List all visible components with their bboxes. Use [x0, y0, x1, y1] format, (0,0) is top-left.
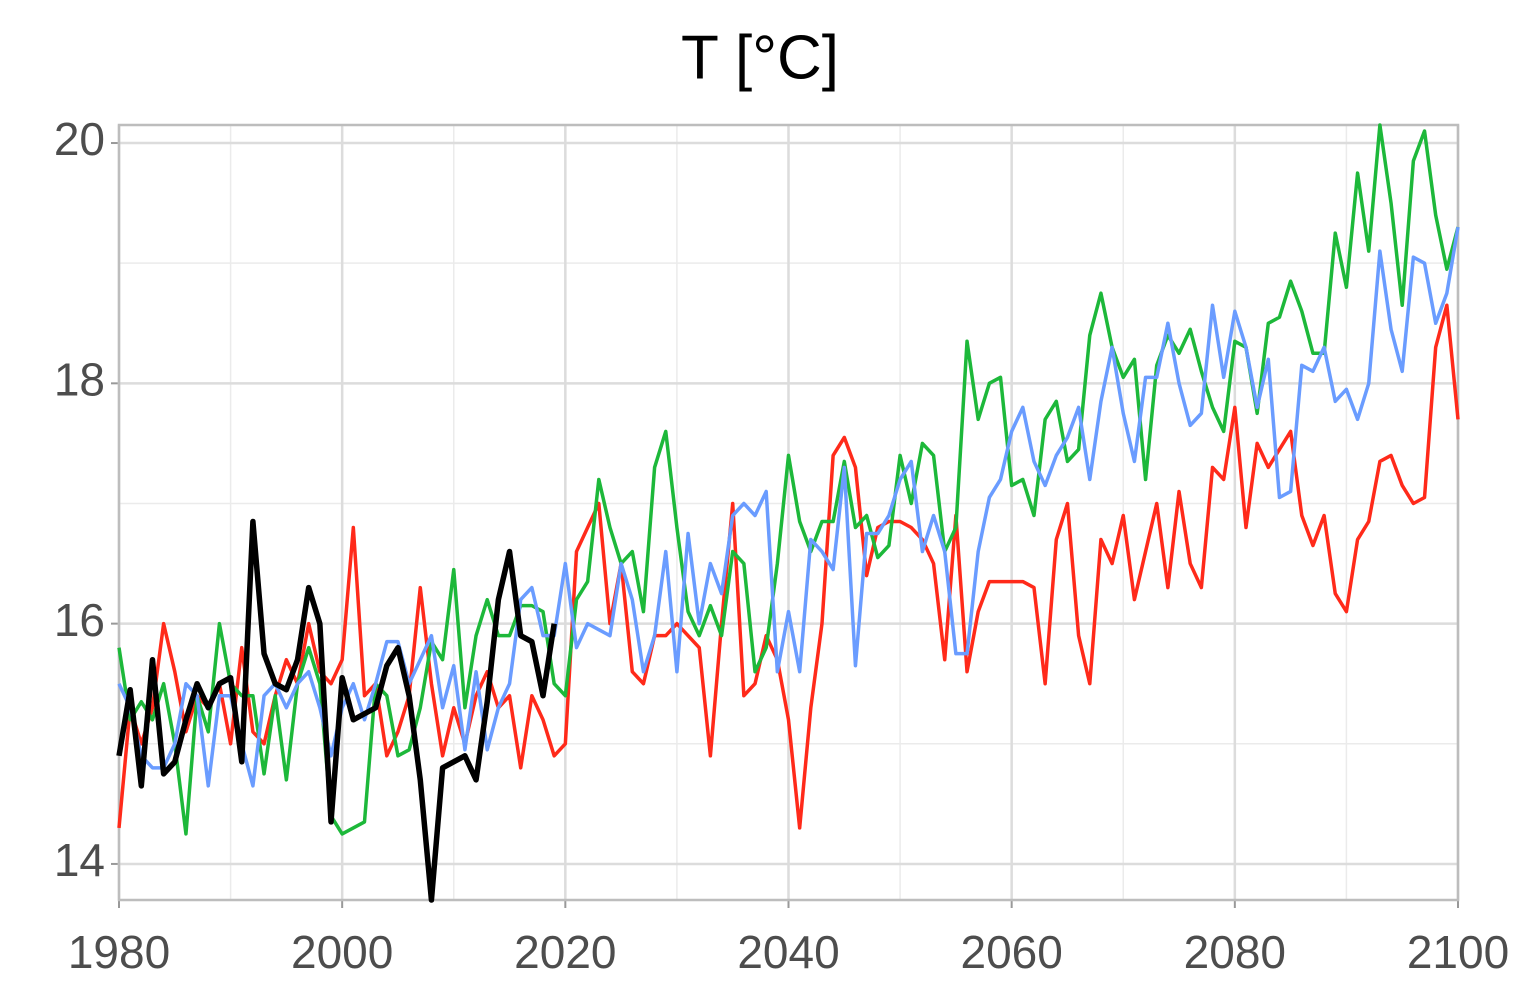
y-tick-label: 18 [54, 353, 105, 405]
chart-title: T [°C] [681, 23, 839, 92]
x-tick-label: 2080 [1184, 926, 1286, 978]
plot-border [117, 123, 1460, 902]
y-tick-label: 16 [54, 594, 105, 646]
x-tick-label: 2040 [737, 926, 839, 978]
data-line [116, 518, 557, 903]
data-line [117, 303, 1460, 830]
y-tick-label: 20 [54, 113, 105, 165]
data-line [117, 123, 1460, 836]
x-tick-label: 2060 [960, 926, 1062, 978]
x-tick-label: 2100 [1407, 926, 1509, 978]
x-tick-label: 2020 [514, 926, 616, 978]
x-tick-label: 1980 [68, 926, 170, 978]
y-tick-label: 14 [54, 834, 105, 886]
x-tick-label: 2000 [291, 926, 393, 978]
